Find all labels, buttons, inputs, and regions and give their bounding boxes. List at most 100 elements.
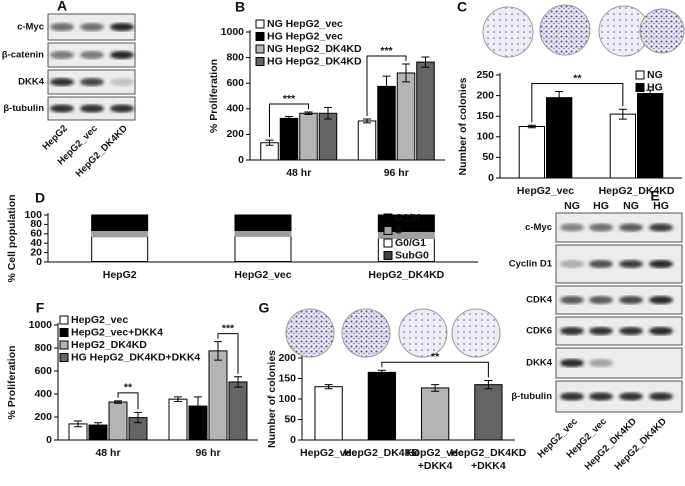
bar [280, 118, 298, 160]
blot-row-label: DKK4 [526, 358, 553, 369]
blot-band [560, 359, 584, 367]
blot-band [619, 260, 643, 268]
x-tick-label: +DKK4 [471, 460, 506, 472]
y-tick-label: 150 [278, 372, 296, 384]
bar-segment [92, 215, 148, 231]
legend-label: HG [647, 81, 663, 93]
legend-swatch [256, 33, 264, 41]
lane-label: HepG2_DK4KD [613, 416, 669, 472]
legend-swatch [256, 45, 264, 53]
y-tick-label: 0 [46, 434, 52, 446]
panel-letter: D [35, 190, 45, 206]
blot-band [619, 224, 643, 232]
blot-band [589, 327, 613, 335]
bar [519, 127, 544, 179]
legend-swatch [256, 58, 264, 66]
bar-segment [92, 231, 148, 237]
blot-band [589, 260, 613, 268]
legend-label: NG [647, 69, 663, 81]
significance-label: *** [380, 45, 393, 57]
panel-letter: F [36, 300, 45, 316]
blot-row-label: c-Myc [17, 22, 44, 33]
y-tick-label: 200 [476, 89, 494, 101]
legend-label: S [395, 224, 402, 236]
condition-label: HG [653, 200, 669, 212]
y-tick-label: 50 [482, 151, 494, 163]
legend-label: HG HepG2_vec [267, 30, 343, 42]
y-tick-label: 800 [34, 342, 52, 354]
significance-bracket [382, 362, 489, 377]
condition-label: HG [593, 200, 609, 212]
x-tick-label: 48 hr [286, 167, 311, 179]
x-tick-label: HepG2_DK4KD [368, 269, 444, 281]
blot-band [560, 224, 584, 232]
bar [417, 62, 435, 160]
blot-row-label: CDK6 [526, 326, 552, 337]
blot-row-label: β-tubulin [3, 103, 44, 114]
legend-label: NG HepG2_DK4KD [267, 43, 362, 55]
blot-band [589, 224, 613, 232]
blot-row-label: β-catenin [2, 50, 44, 61]
y-tick-label: 100 [24, 209, 42, 221]
blot-band [110, 51, 134, 59]
bar [315, 387, 342, 440]
blot-band [560, 296, 584, 304]
y-tick-label: 200 [278, 352, 296, 364]
legend-label: HG HepG2_DK4KD [267, 55, 362, 67]
blot-band [589, 393, 613, 401]
y-tick-label: 0 [488, 172, 494, 184]
blot-band [649, 296, 673, 304]
y-tick-label: 200 [226, 128, 244, 140]
y-tick-label: 150 [476, 110, 494, 122]
blot-band [110, 105, 134, 113]
blot-band [110, 23, 134, 31]
x-tick-label: 96 hr [384, 167, 409, 179]
x-tick-label: +DKK4 [418, 460, 453, 472]
lane-label: HepG2_DK4KD [74, 123, 130, 179]
bar [421, 388, 448, 440]
blot-band [80, 78, 104, 86]
y-tick-label: 50 [284, 413, 296, 425]
y-tick-label: 0 [290, 434, 296, 446]
y-tick-label: 1000 [221, 26, 245, 38]
panel-letter: B [235, 0, 245, 15]
legend-label: HepG2_vec [71, 314, 128, 326]
y-axis-label: Number of colonies [457, 77, 469, 175]
legend-label: NG HepG2_vec [267, 18, 343, 30]
y-tick-label: 600 [34, 365, 52, 377]
legend-swatch [384, 239, 392, 247]
y-tick-label: 600 [226, 77, 244, 89]
bar [229, 382, 247, 440]
panel-letter: C [457, 0, 467, 15]
bar-segment [92, 237, 148, 262]
blot-band [50, 51, 74, 59]
significance-label: ** [431, 351, 440, 363]
panel-letter: A [57, 0, 67, 14]
legend-label: HepG2_vec+DKK4 [71, 326, 163, 338]
bar [610, 114, 635, 178]
bar-segment [235, 231, 291, 237]
blot-band [560, 327, 584, 335]
legend-label: HepG2_DK4KD [71, 339, 147, 351]
blot-band [649, 327, 673, 335]
blot-row-label: c-Myc [525, 222, 552, 233]
bar [638, 94, 663, 178]
legend-swatch [384, 227, 392, 235]
x-tick-label: 96 hr [195, 447, 220, 459]
bar [378, 86, 396, 160]
bar [368, 372, 395, 440]
blot-row-label: CDK4 [526, 295, 553, 306]
blot-band [80, 23, 104, 31]
x-tick-label: HepG2_vec [234, 269, 291, 281]
panel-letter: G [259, 300, 270, 316]
bar [300, 113, 318, 160]
blot-band [619, 327, 643, 335]
significance-label: *** [283, 93, 296, 105]
blot-band [110, 78, 134, 86]
blot-band [619, 296, 643, 304]
legend-label: G2/M [395, 212, 421, 224]
blot-row-label: DKK4 [18, 77, 45, 88]
blot-band [649, 224, 673, 232]
x-tick-label: HepG2_vec [517, 185, 574, 197]
